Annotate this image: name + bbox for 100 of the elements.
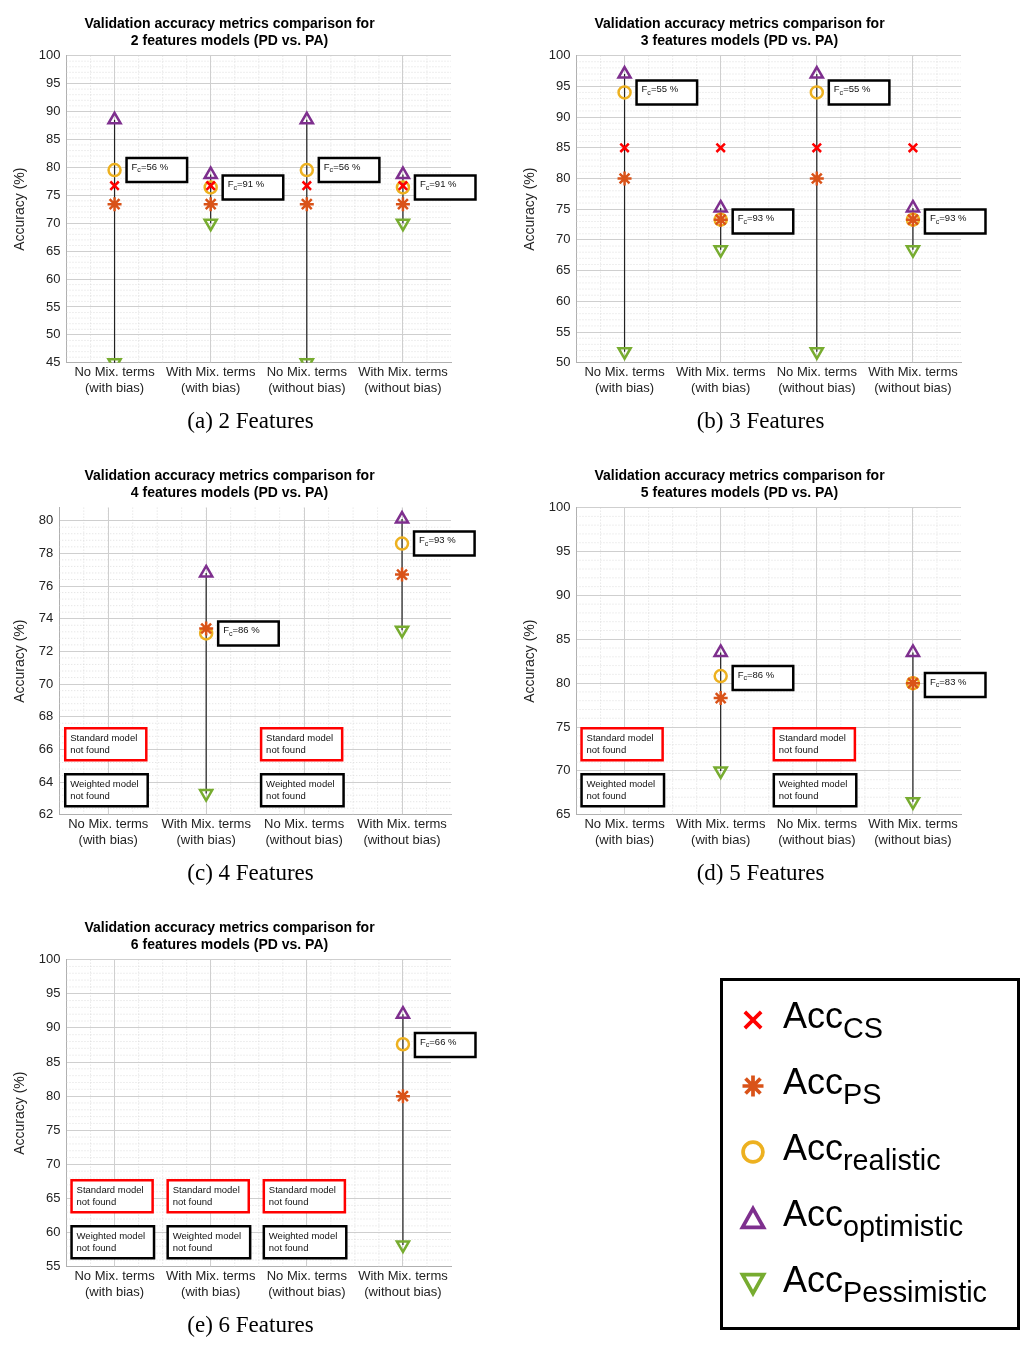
y-tick-label: 60 <box>46 1224 61 1240</box>
y-tick-label: 75 <box>46 1121 61 1137</box>
y-tick-label: 70 <box>46 214 61 230</box>
y-tick-label: 60 <box>556 292 571 308</box>
x-tick-label: With Mix. terms (with bias) <box>165 364 256 395</box>
y-tick-label: 45 <box>46 354 61 370</box>
y-tick-label: 90 <box>46 1019 61 1035</box>
legend-label: Acc$_{CS}$ <box>783 994 884 1044</box>
legend-label: Acc$_{optimistic}$ <box>783 1192 964 1242</box>
y-tick-label: 80 <box>46 1087 61 1103</box>
y-tick-label: 80 <box>556 674 571 690</box>
text: (d) 5 Features <box>695 860 826 886</box>
chart-title: Validation accuracy metrics comparison for 6 features models (PD vs. PA) <box>84 919 376 953</box>
x-tick-label: No Mix. terms (without bias) <box>264 816 345 847</box>
x-tick-label: With Mix. terms (without bias) <box>868 364 959 395</box>
y-axis-title: Accuracy (%) <box>521 619 538 703</box>
y-tick-label: 100 <box>38 47 61 63</box>
annotation: Weighted model not found <box>266 777 335 801</box>
text: (c) 4 Features <box>186 860 315 886</box>
y-tick-label: 75 <box>556 200 571 216</box>
y-axis-title: Accuracy (%) <box>11 167 28 251</box>
legend-label: Acc$_{realistic}$ <box>783 1126 941 1176</box>
y-tick-label: 80 <box>556 170 571 186</box>
y-tick-label: 75 <box>46 186 61 202</box>
y-tick-label: 74 <box>38 610 54 626</box>
y-tick-label: 80 <box>46 158 61 174</box>
chart-title: Validation accuracy metrics comparison for 5 features models (PD vs. PA) <box>594 467 886 501</box>
y-tick-label: 100 <box>548 499 571 515</box>
annotation: Standard model not found <box>268 1183 336 1207</box>
annotation: Standard model not found <box>266 731 334 755</box>
chart-title: Validation accuracy metrics comparison for 4 features models (PD vs. PA) <box>84 467 376 501</box>
annotation: Weighted model not found <box>778 777 848 801</box>
y-tick-label: 75 <box>556 718 571 734</box>
y-tick-label: 80 <box>38 512 54 528</box>
y-tick-label: 55 <box>46 1258 61 1274</box>
y-tick-label: 90 <box>46 103 61 119</box>
chart-title: Validation accuracy metrics comparison for 2 features models (PD vs. PA) <box>84 15 376 49</box>
y-tick-label: 66 <box>38 741 54 757</box>
y-tick-label: 85 <box>46 1053 61 1069</box>
y-tick-label: 70 <box>38 675 54 691</box>
y-tick-label: 78 <box>38 544 54 560</box>
y-tick-label: 62 <box>38 806 54 822</box>
x-tick-label: No Mix. terms (with bias) <box>68 816 149 847</box>
annotation: Standard model not found <box>70 731 138 755</box>
y-tick-label: 65 <box>46 242 61 258</box>
y-tick-label: 70 <box>556 231 571 247</box>
annotation: Standard model not found <box>76 1183 144 1207</box>
y-tick-label: 65 <box>556 262 571 278</box>
y-tick-label: 55 <box>556 323 571 339</box>
x-tick-label: No Mix. terms (with bias) <box>74 1268 156 1299</box>
y-tick-label: 90 <box>556 108 571 124</box>
x-tick-label: No Mix. terms (without bias) <box>266 1268 348 1299</box>
legend-label: Acc$_{Pessimistic}$ <box>783 1258 988 1308</box>
annotation: Weighted model not found <box>172 1229 242 1253</box>
y-tick-label: 55 <box>46 298 61 314</box>
y-tick-label: 70 <box>46 1155 61 1171</box>
y-tick-label: 90 <box>556 586 571 602</box>
x-tick-label: With Mix. terms (without bias) <box>357 816 448 847</box>
y-tick-label: 60 <box>46 270 61 286</box>
legend-label: Acc$_{PS}$ <box>783 1060 882 1110</box>
x-tick-label: No Mix. terms (without bias) <box>776 364 858 395</box>
y-tick-label: 76 <box>38 577 54 593</box>
annotation: Standard model not found <box>586 731 654 755</box>
annotation: Standard model not found <box>778 731 846 755</box>
x-tick-label: No Mix. terms (with bias) <box>74 364 156 395</box>
y-tick-label: 72 <box>38 642 54 658</box>
chart-title: Validation accuracy metrics comparison for 3 features models (PD vs. PA) <box>594 15 886 49</box>
x-tick-label: With Mix. terms (with bias) <box>161 816 252 847</box>
x-tick-label: With Mix. terms (with bias) <box>675 364 766 395</box>
annotation: Weighted model not found <box>70 777 139 801</box>
y-axis-title: Accuracy (%) <box>11 619 28 703</box>
x-tick-label: With Mix. terms (with bias) <box>165 1268 256 1299</box>
y-tick-label: 65 <box>556 806 571 822</box>
annotation: Weighted model not found <box>268 1229 338 1253</box>
x-tick-label: No Mix. terms (with bias) <box>584 816 666 847</box>
x-tick-label: No Mix. terms (without bias) <box>266 364 348 395</box>
y-tick-label: 68 <box>38 708 54 724</box>
y-tick-label: 85 <box>556 139 571 155</box>
y-tick-label: 50 <box>46 326 61 342</box>
y-tick-label: 95 <box>46 75 61 91</box>
y-tick-label: 95 <box>46 985 61 1001</box>
y-axis-title: Accuracy (%) <box>11 1071 28 1155</box>
text: (b) 3 Features <box>695 408 826 434</box>
y-tick-label: 70 <box>556 762 571 778</box>
y-tick-label: 95 <box>556 543 571 559</box>
annotation: Standard model not found <box>172 1183 240 1207</box>
annotation: Weighted model not found <box>76 1229 146 1253</box>
text: (a) 2 Features <box>186 408 315 434</box>
x-tick-label: With Mix. terms (without bias) <box>868 816 959 847</box>
x-tick-label: No Mix. terms (with bias) <box>584 364 666 395</box>
y-tick-label: 64 <box>38 773 54 789</box>
text: (e) 6 Features <box>186 1312 315 1338</box>
y-tick-label: 100 <box>548 47 571 63</box>
x-tick-label: With Mix. terms (with bias) <box>675 816 766 847</box>
annotation: Weighted model not found <box>586 777 656 801</box>
y-tick-label: 85 <box>46 130 61 146</box>
y-axis-title: Accuracy (%) <box>521 167 538 251</box>
x-tick-label: No Mix. terms (without bias) <box>776 816 858 847</box>
y-tick-label: 85 <box>556 630 571 646</box>
y-tick-label: 100 <box>38 951 61 967</box>
